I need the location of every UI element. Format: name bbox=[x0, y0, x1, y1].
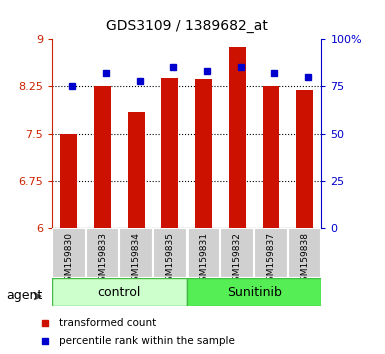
Bar bbox=[296, 90, 313, 228]
Text: transformed count: transformed count bbox=[59, 318, 156, 328]
Text: GDS3109 / 1389682_at: GDS3109 / 1389682_at bbox=[106, 19, 268, 34]
Text: control: control bbox=[98, 286, 141, 298]
Bar bbox=[52, 228, 85, 278]
Text: GSM159838: GSM159838 bbox=[300, 232, 309, 287]
Text: GSM159834: GSM159834 bbox=[132, 232, 141, 287]
Bar bbox=[85, 228, 119, 278]
Text: Sunitinib: Sunitinib bbox=[227, 286, 281, 298]
Bar bbox=[153, 228, 187, 278]
Bar bbox=[288, 228, 321, 278]
Bar bbox=[94, 86, 111, 228]
Bar bbox=[220, 228, 254, 278]
Text: GSM159837: GSM159837 bbox=[266, 232, 275, 287]
Bar bbox=[187, 278, 321, 306]
Bar bbox=[119, 228, 153, 278]
Text: percentile rank within the sample: percentile rank within the sample bbox=[59, 336, 235, 346]
Text: GSM159832: GSM159832 bbox=[233, 232, 242, 287]
Text: GSM159831: GSM159831 bbox=[199, 232, 208, 287]
Bar bbox=[60, 133, 77, 228]
Bar bbox=[52, 278, 187, 306]
Bar bbox=[161, 78, 178, 228]
Text: GSM159835: GSM159835 bbox=[166, 232, 174, 287]
Bar bbox=[128, 112, 145, 228]
Bar bbox=[229, 46, 246, 228]
Text: GSM159833: GSM159833 bbox=[98, 232, 107, 287]
Bar bbox=[195, 79, 212, 228]
Text: GSM159830: GSM159830 bbox=[64, 232, 73, 287]
Bar bbox=[254, 228, 288, 278]
Bar bbox=[263, 86, 280, 228]
Bar bbox=[187, 228, 220, 278]
Text: agent: agent bbox=[6, 289, 42, 302]
